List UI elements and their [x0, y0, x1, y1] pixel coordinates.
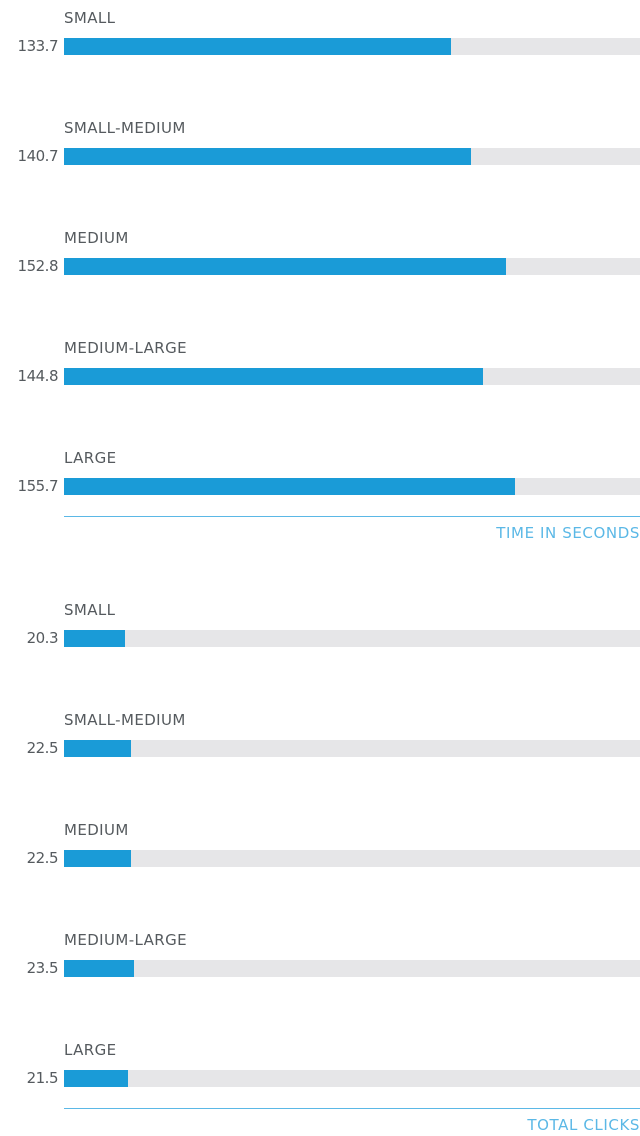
bar [64, 148, 471, 165]
value-label: 155.7 [17, 477, 59, 495]
category-label: MEDIUM [64, 229, 129, 247]
bar-track [64, 630, 640, 647]
bar-track [64, 740, 640, 757]
clicks-row: SMALL-MEDIUM 22.5 [0, 711, 640, 801]
value-label: 22.5 [26, 739, 59, 757]
category-label: LARGE [64, 1041, 117, 1059]
clicks-row: MEDIUM-LARGE 23.5 [0, 931, 640, 1021]
clicks-row: SMALL 20.3 [0, 601, 640, 691]
bar-track [64, 850, 640, 867]
category-label: SMALL [64, 601, 116, 619]
bar-track [64, 258, 640, 275]
time-row: SMALL-MEDIUM 140.7 [0, 119, 640, 209]
bar [64, 960, 134, 977]
bar [64, 740, 131, 757]
category-label: MEDIUM-LARGE [64, 931, 188, 949]
bar [64, 478, 515, 495]
value-label: 22.5 [26, 849, 59, 867]
value-label: 23.5 [26, 959, 59, 977]
category-label: SMALL-MEDIUM [64, 711, 186, 729]
clicks-row: MEDIUM 22.5 [0, 821, 640, 911]
bar-track [64, 960, 640, 977]
category-label: LARGE [64, 449, 117, 467]
bar-track [64, 38, 640, 55]
bar [64, 38, 451, 55]
value-label: 21.5 [26, 1069, 59, 1087]
category-label: MEDIUM [64, 821, 129, 839]
bar-track [64, 368, 640, 385]
bar [64, 1070, 128, 1087]
total-clicks-chart: SMALL 20.3 SMALL-MEDIUM 22.5 MEDIUM 22.5 MEDIU… [0, 592, 640, 1136]
bar [64, 850, 131, 867]
clicks-row: LARGE 21.5 [0, 1041, 640, 1131]
value-label: 20.3 [26, 629, 59, 647]
bar [64, 630, 125, 647]
bar-track [64, 148, 640, 165]
bar-track [64, 478, 640, 495]
axis-line [64, 516, 640, 517]
value-label: 144.8 [17, 367, 59, 385]
bar-track [64, 1070, 640, 1087]
category-label: MEDIUM-LARGE [64, 339, 188, 357]
bar [64, 368, 483, 385]
time-row: MEDIUM-LARGE 144.8 [0, 339, 640, 429]
category-label: SMALL [64, 9, 116, 27]
value-label: 140.7 [17, 147, 59, 165]
time-row: SMALL 133.7 [0, 9, 640, 99]
time-in-seconds-chart: SMALL 133.7 SMALL-MEDIUM 140.7 MEDIUM 152.8 ME… [0, 0, 640, 560]
axis-title: TIME IN SECONDS [496, 524, 640, 542]
time-row: LARGE 155.7 [0, 449, 640, 539]
bar [64, 258, 506, 275]
axis-title: TOTAL CLICKS [527, 1116, 640, 1134]
category-label: SMALL-MEDIUM [64, 119, 186, 137]
value-label: 152.8 [17, 257, 59, 275]
time-row: MEDIUM 152.8 [0, 229, 640, 319]
value-label: 133.7 [17, 37, 59, 55]
axis-line [64, 1108, 640, 1109]
